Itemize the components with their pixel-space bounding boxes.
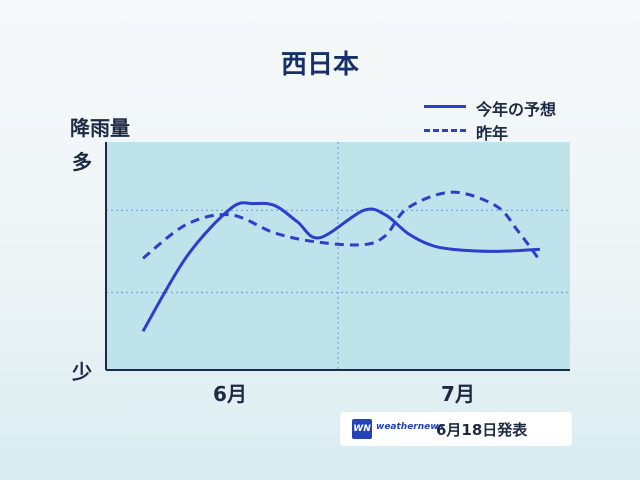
y-axis-label: 降雨量 [70, 116, 130, 140]
series-line-forecast [141, 201, 540, 332]
legend-label-last-year: 昨年 [476, 124, 509, 143]
plot-area [106, 142, 570, 370]
x-tick-july: 7月 [441, 382, 475, 406]
y-tick-top: 多 [72, 150, 92, 174]
x-tick-june: 6月 [213, 382, 247, 406]
weathernews-logo-icon: WN [352, 419, 372, 439]
legend-item-last-year: 昨年 [424, 118, 594, 143]
legend: 今年の予想 昨年 [424, 94, 594, 143]
legend-item-forecast: 今年の予想 [424, 94, 594, 119]
weathernews-logo-text: weathernews [376, 422, 444, 432]
footer-badge: WN weathernews 6月18日発表 [340, 412, 572, 446]
legend-line-solid [424, 105, 466, 108]
chart-title: 西日本 [280, 50, 359, 80]
y-tick-bottom: 少 [72, 360, 92, 384]
legend-label-forecast: 今年の予想 [476, 100, 557, 119]
series-line-last-year [142, 190, 542, 262]
legend-line-dashed [424, 129, 466, 132]
release-date: 6月18日発表 [436, 421, 528, 439]
